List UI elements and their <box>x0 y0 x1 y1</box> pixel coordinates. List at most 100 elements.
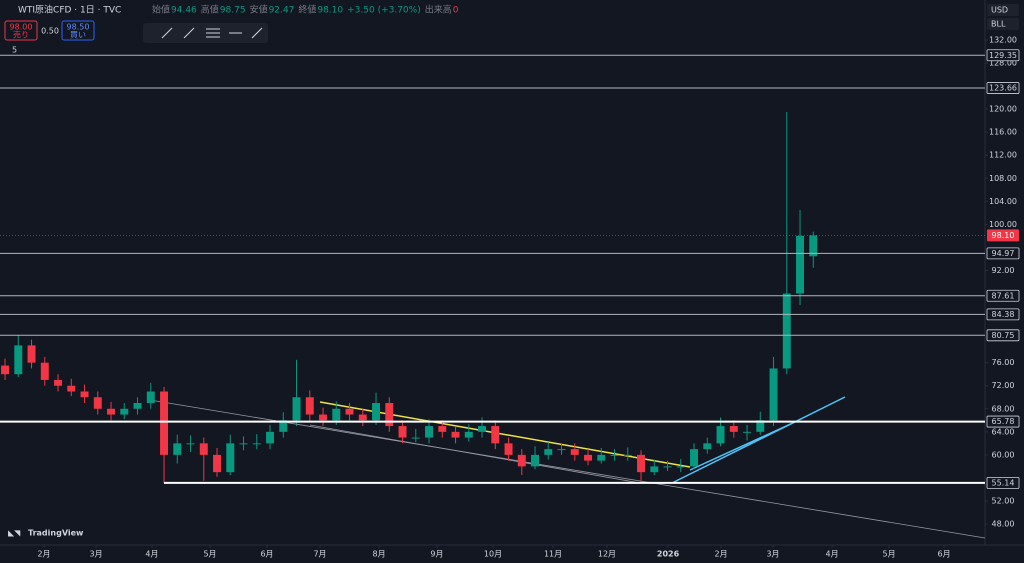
trend-line <box>671 396 846 484</box>
candle-body <box>279 420 288 432</box>
price-line-label: 94.97 <box>992 249 1015 258</box>
candle-body <box>160 391 169 455</box>
x-tick-label: 2月 <box>715 550 728 559</box>
y-tick-label: 100.00 <box>989 220 1017 229</box>
x-tick-label: 4月 <box>826 550 839 559</box>
candle-body <box>690 449 699 467</box>
candle-body <box>769 368 778 421</box>
ohlc-value: 98.75 <box>220 6 246 16</box>
candle-body <box>213 454 222 473</box>
volume: 0 <box>453 6 459 16</box>
x-tick-label: 7月 <box>313 550 326 559</box>
candle-body <box>345 408 354 415</box>
price-line-tag <box>986 49 1020 62</box>
y-tick-label: 120.00 <box>989 105 1017 114</box>
candle-body <box>67 385 76 392</box>
sell-label: 売り <box>13 30 29 40</box>
y-tick-label: 104.00 <box>989 197 1017 206</box>
candle-body <box>637 454 646 473</box>
toolbar-icons <box>161 27 263 39</box>
x-tick-label: 5月 <box>883 550 896 559</box>
ohlc-label: 安値 <box>250 4 268 16</box>
candle-body <box>676 466 685 468</box>
volume-label: 出来高 <box>425 4 452 16</box>
ohlc-value: 92.47 <box>269 6 295 16</box>
candle-body <box>716 426 725 444</box>
price-line-label: 84.38 <box>992 310 1015 319</box>
symbol[interactable]: WTI原油CFD · 1日 · TVC <box>18 4 121 16</box>
candle-body <box>464 431 473 438</box>
candle-body <box>252 443 261 445</box>
price-line-tag <box>986 289 1020 302</box>
drawings <box>149 396 986 539</box>
y-tick-label: 92.00 <box>992 266 1015 275</box>
candle-body <box>610 454 619 456</box>
y-tick-label: 48.00 <box>992 520 1015 529</box>
candle-body <box>133 403 142 409</box>
x-tick-label: 2026 <box>657 550 680 559</box>
candle-body <box>782 293 791 369</box>
ohlc-value: 98.10 <box>317 6 343 16</box>
currency: USD <box>991 6 1008 15</box>
x-tick-label: 10月 <box>484 550 502 559</box>
candle-body <box>796 235 805 294</box>
candle-body <box>597 454 606 461</box>
y-tick-label: 64.00 <box>992 427 1015 436</box>
x-tick-label: 11月 <box>544 550 562 559</box>
x-tick-label: 5月 <box>203 550 216 559</box>
candle-body <box>544 449 553 455</box>
sell-button[interactable] <box>4 20 38 41</box>
y-tick-label: 108.00 <box>989 174 1017 183</box>
candle-body <box>1 365 10 375</box>
drawing-toolbar[interactable] <box>143 23 268 43</box>
ohlc-label: 高値 <box>201 4 219 16</box>
currency-button[interactable] <box>987 4 1019 16</box>
last-price-label: 98.10 <box>992 231 1015 240</box>
candle-body <box>27 345 36 363</box>
candle-body <box>531 454 540 467</box>
price-line-label: 129.35 <box>989 51 1017 60</box>
buy-price: 98.50 <box>67 23 90 32</box>
candle-body <box>411 437 420 439</box>
unit-button[interactable] <box>987 18 1019 30</box>
candle-body <box>623 454 632 456</box>
candle-body <box>703 443 712 450</box>
buy-label: 買い <box>70 31 86 40</box>
y-tick-label: 76.00 <box>992 358 1015 367</box>
candle-body <box>372 403 381 421</box>
candle-body <box>809 235 818 257</box>
candle-body <box>292 397 301 421</box>
ohlc-header: 始値 94.46 高値 98.75 安値 92.47 終値 98.10 +3.50 (+3.70… <box>152 4 459 16</box>
spread: 0.50 <box>41 27 59 36</box>
candle-body <box>14 345 23 375</box>
candle-body <box>504 443 513 455</box>
candle-body <box>650 466 659 473</box>
candle-body <box>186 443 195 445</box>
candle-body <box>40 362 49 380</box>
buy-button[interactable] <box>61 20 95 41</box>
candle-body <box>120 408 129 415</box>
candle-body <box>319 414 328 421</box>
candle-body <box>425 426 434 438</box>
x-tick-label: 2月 <box>37 550 50 559</box>
candle-body <box>729 426 738 432</box>
candle-body <box>173 443 182 455</box>
y-tick-label: 132.00 <box>989 35 1017 44</box>
x-tick-label: 12月 <box>598 550 616 559</box>
price-line-tag <box>986 247 1020 260</box>
price-line-tag <box>986 329 1020 342</box>
ohlc-label: 始値 <box>152 4 170 16</box>
price-line-tag <box>986 476 1020 489</box>
unit: BLL <box>991 20 1006 29</box>
y-tick-label: 72.00 <box>992 381 1015 390</box>
candle-body <box>54 379 63 386</box>
indicator-count[interactable]: 5 <box>12 46 17 55</box>
price-line-label: 55.14 <box>992 478 1015 487</box>
candle-body <box>663 466 672 468</box>
x-tick-label: 4月 <box>145 550 158 559</box>
candle-body <box>93 397 102 409</box>
x-tick-label: 8月 <box>373 550 386 559</box>
candle-body <box>305 397 314 415</box>
trend-line <box>319 401 691 468</box>
